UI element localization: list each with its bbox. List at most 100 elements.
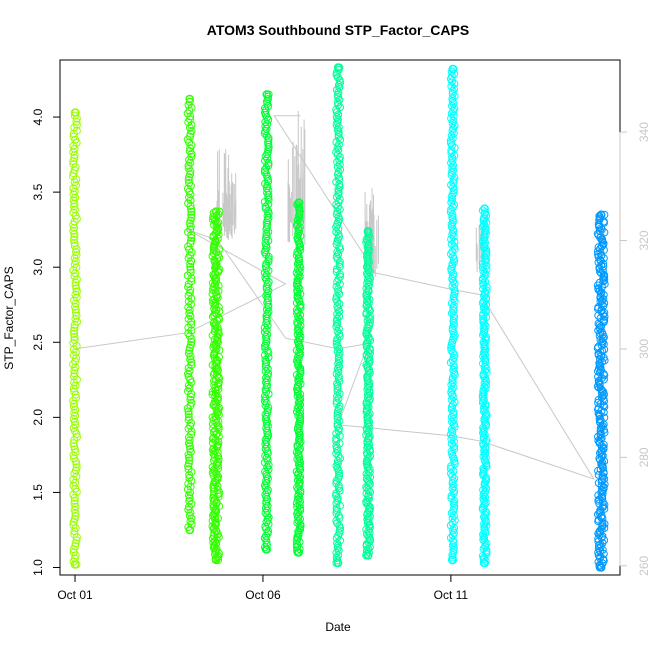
data-point xyxy=(70,499,79,508)
data-point xyxy=(70,515,79,523)
data-point xyxy=(450,242,459,251)
data-point xyxy=(69,439,78,448)
y-tick-label: 4.0 xyxy=(31,108,45,125)
data-point xyxy=(186,239,195,248)
data-point xyxy=(479,352,488,361)
data-point xyxy=(480,558,489,568)
data-point xyxy=(69,521,78,530)
data-point xyxy=(448,432,457,441)
data-point xyxy=(264,255,273,264)
data-point xyxy=(594,243,603,252)
data-point xyxy=(596,563,606,572)
data-point xyxy=(333,384,342,393)
data-point xyxy=(597,282,606,291)
data-point xyxy=(335,262,344,271)
data-point xyxy=(212,219,221,228)
data-point xyxy=(211,207,221,216)
data-point xyxy=(598,461,606,470)
data-point xyxy=(450,284,459,293)
data-point xyxy=(294,270,303,279)
data-point xyxy=(335,344,344,353)
data-point xyxy=(449,227,458,236)
data-point xyxy=(448,400,457,409)
data-point xyxy=(70,326,78,335)
data-point xyxy=(333,98,342,107)
data-point xyxy=(185,94,194,104)
series-5 xyxy=(446,64,491,568)
data-point xyxy=(481,493,490,502)
data-point xyxy=(71,421,80,429)
data-point xyxy=(186,355,195,364)
data-point xyxy=(449,252,457,261)
x-tick-label: Oct 06 xyxy=(245,588,281,602)
data-point xyxy=(596,435,605,444)
data-point xyxy=(186,265,195,274)
data-point xyxy=(335,160,344,169)
data-point xyxy=(334,324,343,333)
data-point xyxy=(184,410,193,419)
data-point xyxy=(365,245,373,254)
data-point xyxy=(70,372,78,381)
data-point xyxy=(69,235,78,244)
data-point xyxy=(448,555,458,565)
data-point xyxy=(264,227,273,236)
data-point xyxy=(185,456,194,465)
point-cluster xyxy=(208,207,224,565)
data-point xyxy=(333,459,342,468)
data-point xyxy=(594,409,603,418)
data-point xyxy=(595,323,604,332)
y-axis: 1.0 1.5 2.0 2.5 3.0 3.5 4.0 xyxy=(31,108,61,576)
data-point xyxy=(600,210,609,219)
data-point xyxy=(264,266,273,275)
data-point xyxy=(264,403,273,412)
data-point xyxy=(332,476,341,485)
data-point xyxy=(69,172,77,181)
data-point xyxy=(186,340,195,349)
data-point xyxy=(450,289,459,298)
data-point xyxy=(335,526,344,535)
data-point xyxy=(70,239,79,247)
y2-tick-label: 300 xyxy=(637,339,650,359)
data-point xyxy=(185,346,194,355)
data-point xyxy=(184,459,193,468)
data-point xyxy=(594,510,602,519)
data-point xyxy=(480,272,489,281)
data-point xyxy=(363,551,373,560)
data-point xyxy=(365,369,374,377)
data-point xyxy=(264,369,273,378)
data-point xyxy=(333,419,342,428)
data-point xyxy=(447,309,456,318)
data-point xyxy=(262,545,271,554)
data-point xyxy=(600,457,609,466)
data-point xyxy=(211,273,220,282)
data-point xyxy=(481,345,490,354)
data-point xyxy=(449,410,458,419)
data-point xyxy=(448,326,457,335)
data-point xyxy=(187,317,196,326)
data-point xyxy=(335,329,344,338)
data-point xyxy=(448,272,457,281)
data-point xyxy=(333,392,342,401)
data-point xyxy=(70,387,79,396)
y2-axis: 260 280 300 320 340 xyxy=(619,122,650,576)
data-point xyxy=(333,150,342,159)
data-point xyxy=(448,519,457,527)
data-point xyxy=(70,369,79,378)
data-point xyxy=(187,361,196,370)
data-point xyxy=(334,140,343,149)
data-point xyxy=(450,84,459,93)
data-point xyxy=(70,330,78,338)
data-point xyxy=(70,242,79,250)
y-axis-label: STP_Factor_CAPS xyxy=(2,266,16,369)
data-point xyxy=(447,267,456,276)
point-cluster xyxy=(362,226,375,560)
data-point xyxy=(334,287,343,296)
data-point xyxy=(449,467,458,476)
y-tick-label: 2.5 xyxy=(31,334,45,351)
data-point xyxy=(449,116,458,125)
data-point xyxy=(71,448,80,457)
y2-tick-label: 260 xyxy=(637,555,650,575)
data-point xyxy=(366,315,375,324)
data-point xyxy=(184,303,193,312)
